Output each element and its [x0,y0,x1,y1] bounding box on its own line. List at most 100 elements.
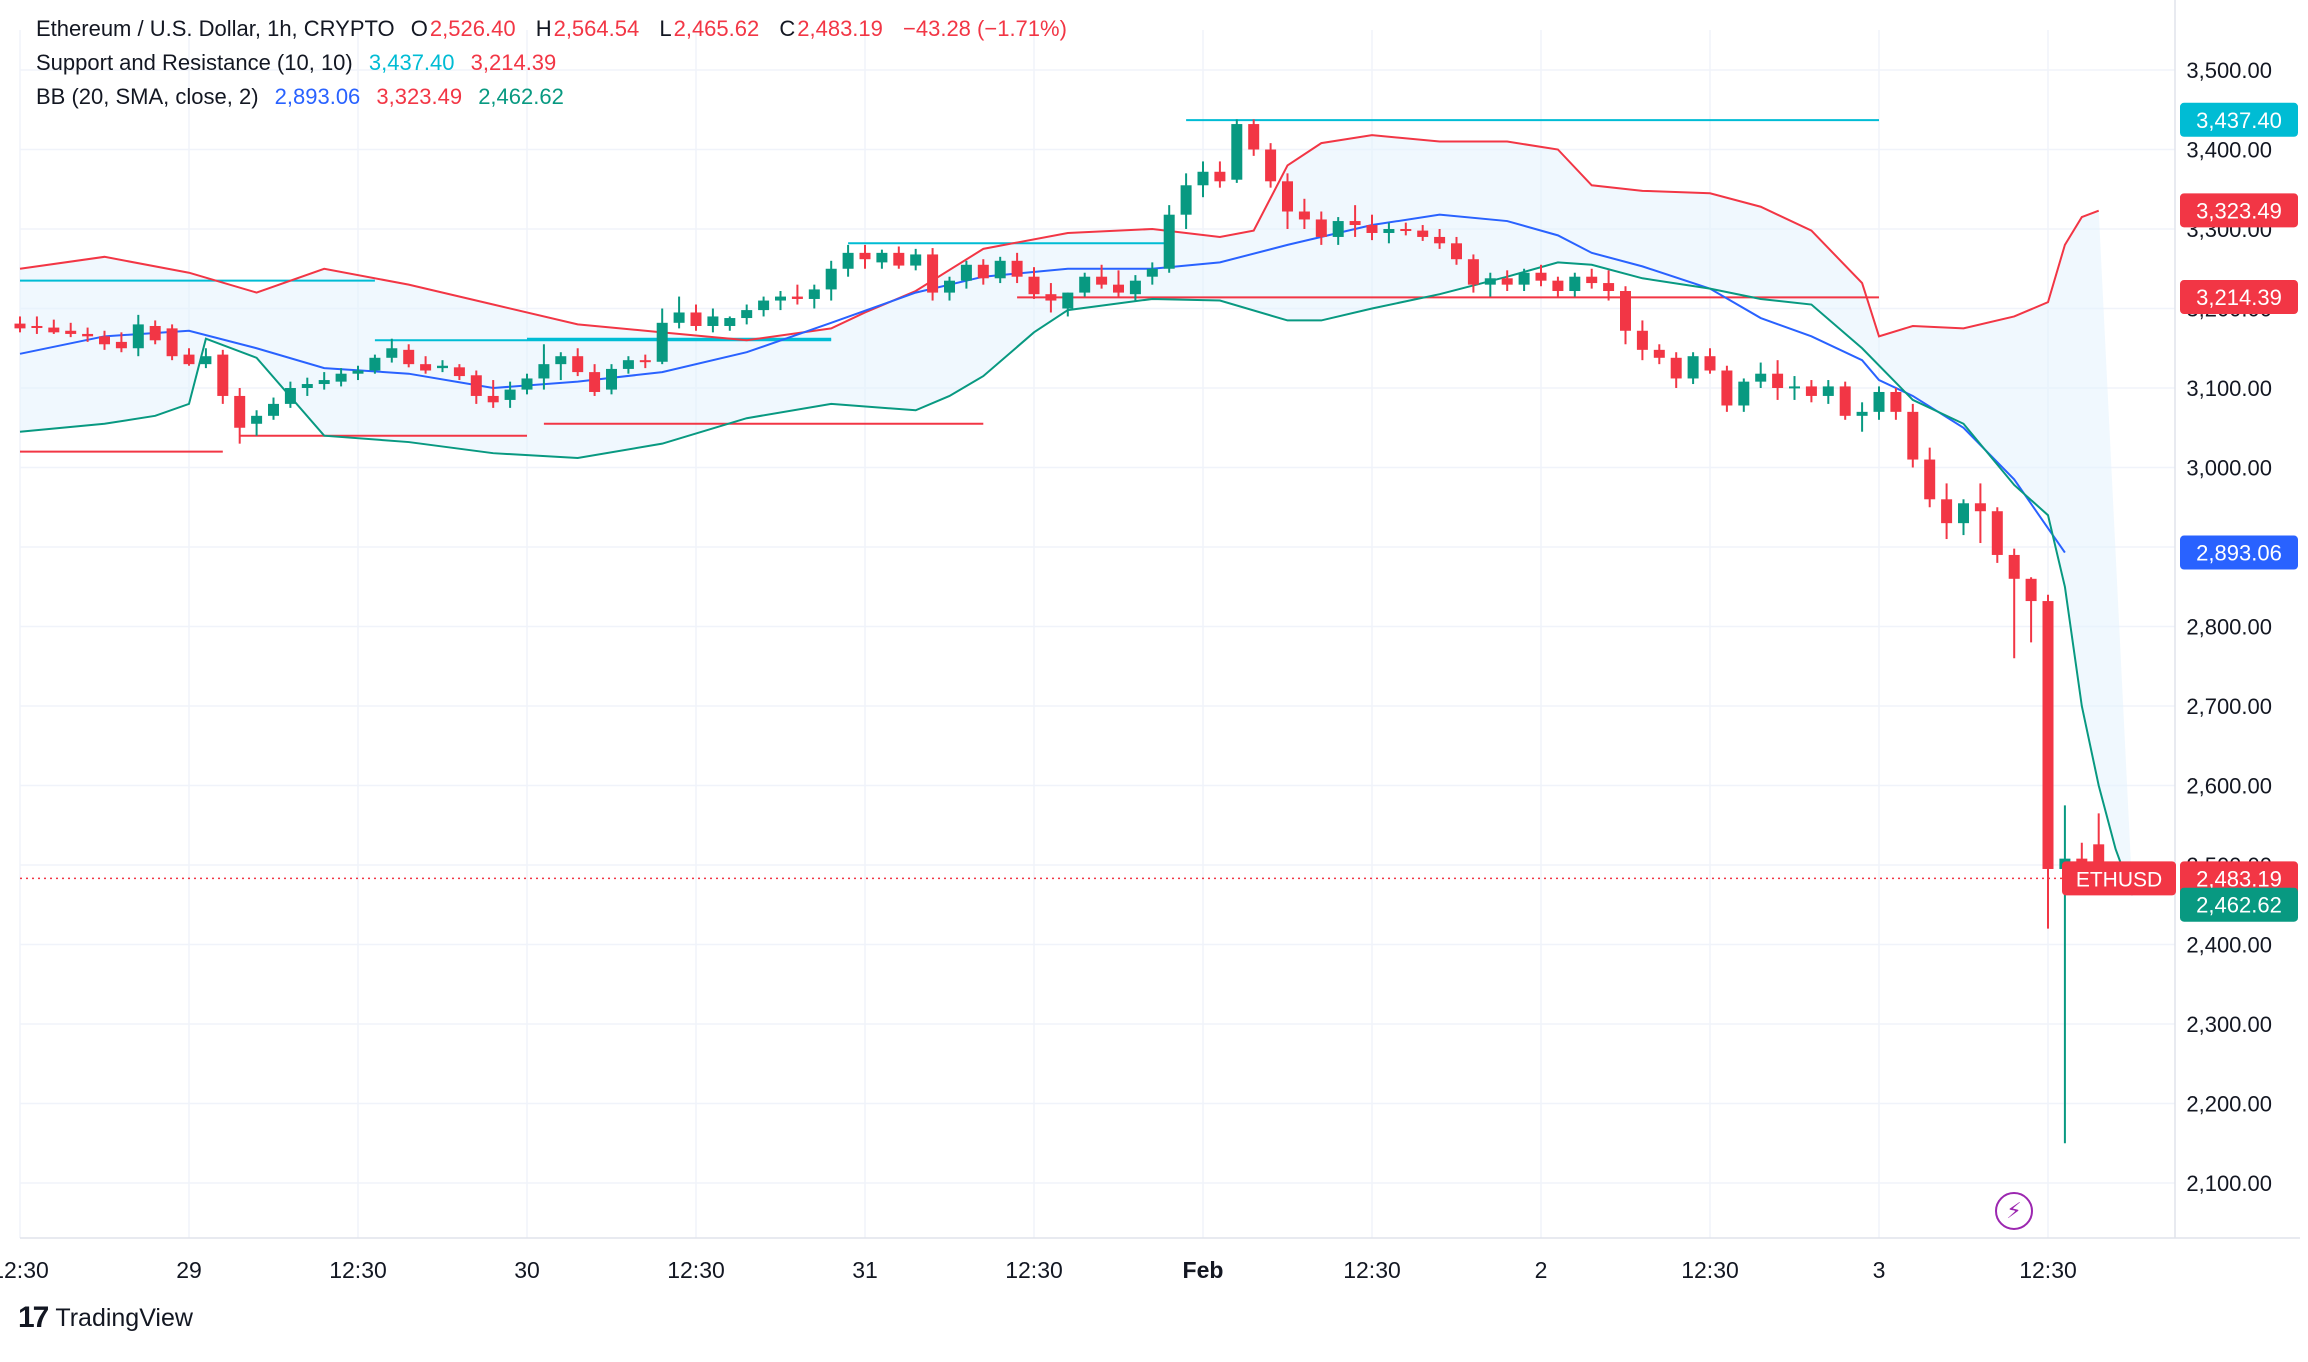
symbol-tag-label: ETHUSD [2076,868,2162,891]
bb-lower-value: 2,462.62 [478,84,564,109]
bollinger-band-lines [19,134,2134,896]
y-tick-label: 2,100.00 [2186,1171,2272,1196]
candle-body [301,384,313,388]
bollinger-band-fill [20,135,2133,896]
candle-body [1805,386,1817,396]
candle-body [1265,149,1277,182]
candle-body [1569,276,1581,292]
x-tick-label: 12:30 [329,1257,387,1283]
axis-badge-label: 3,437.40 [2196,108,2282,133]
close-label: C [779,16,796,41]
candle-body [335,373,347,382]
candle-body [1941,499,1953,524]
candle-body [910,254,922,266]
candle-body [1417,230,1429,237]
candle-body [1772,373,1784,388]
candle-body [352,370,364,374]
price-axis: 2,100.002,200.002,300.002,400.002,500.00… [2174,0,2272,1238]
x-tick-label: 2 [1535,1257,1548,1283]
candle-body [572,356,584,373]
candle-body [656,322,668,362]
candle-body [470,375,482,396]
sr-indicator-name[interactable]: Support and Resistance (10, 10) [36,50,353,75]
candle-body [791,296,803,299]
y-tick-label: 2,800.00 [2186,615,2272,640]
y-tick-label: 3,500.00 [2186,58,2272,83]
x-tick-label: 12:30 [1005,1257,1063,1283]
candle-body [724,318,736,326]
x-tick-label: 12:30 [667,1257,725,1283]
symbol-title[interactable]: Ethereum / U.S. Dollar, 1h, CRYPTO [36,16,395,41]
axis-badge-label: 2,483.19 [2196,866,2282,891]
candle-body [1129,280,1141,295]
candle-body [1958,503,1969,524]
candle-body [1248,124,1260,150]
candle-body [1721,370,1733,406]
candle-body [1180,185,1192,215]
candle-body [1822,386,1834,396]
candle-body [453,367,465,377]
candle-body [386,348,398,358]
chart-grid [19,30,2175,1238]
x-tick-label: 12:30 [0,1257,49,1283]
tradingview-wordmark: TradingView [55,1303,193,1332]
tradingview-logo-icon: 17 [18,1301,49,1334]
candle-body [977,264,989,279]
candle-body [606,368,617,390]
candle-body [758,300,770,311]
candle-body [1484,278,1496,285]
candle-body [183,354,195,365]
candle-body [1518,272,1530,285]
candle-body [1501,278,1513,285]
candle-body [893,252,905,266]
candle-body [1096,276,1108,285]
candle-body [808,289,820,299]
legend-row-symbol: Ethereum / U.S. Dollar, 1h, CRYPTO O2,52… [36,12,1077,46]
candle-body [1011,260,1023,277]
y-tick-label: 3,000.00 [2186,456,2272,481]
candle-body [1332,221,1344,237]
x-tick-label: Feb [1183,1257,1224,1283]
candle-body [1434,236,1446,244]
candle-body [2042,601,2054,869]
candle-body [1907,411,1919,460]
candle-body [504,389,516,400]
candle-body [1991,511,2003,555]
candle-body [707,316,719,326]
axis-badge-label: 2,462.62 [2196,893,2282,918]
candle-body [1636,330,1648,350]
candle-body [1552,280,1564,292]
change-value: −43.28 (−1.71%) [903,16,1067,41]
bb-fill-area [20,135,2133,896]
bb-indicator-name[interactable]: BB (20, SMA, close, 2) [36,84,259,109]
candle-body [234,395,246,428]
price-axis-badges: 3,437.40 3,323.49 3,214.39 2,893.06 2,483.19… [2062,102,2298,922]
candle-body [1653,349,1665,358]
candle-body [318,380,330,385]
open-value: 2,526.40 [429,16,516,41]
candle-body [487,395,499,403]
bb-lower-line [19,261,2134,896]
open-label: O [410,16,428,41]
candle-body [521,378,533,390]
low-label: L [659,16,672,41]
candle-body [31,325,43,328]
tradingview-branding[interactable]: 17 TradingView [18,1298,193,1338]
y-tick-label: 2,300.00 [2186,1012,2272,1037]
lightning-icon[interactable]: ⚡ [1995,1192,2033,1230]
candle-body [1315,219,1327,237]
candle-body [589,372,601,392]
candle-body [944,280,955,293]
candle-body [48,327,60,333]
candle-body [1873,391,1885,412]
candle-body [1366,225,1378,233]
candle-body [1670,357,1682,379]
y-tick-label: 2,400.00 [2186,933,2272,958]
sr-support-value: 3,214.39 [470,50,557,75]
candle-body [1467,259,1479,285]
x-tick-label: 3 [1873,1257,1886,1283]
axis-badge-label: 3,214.39 [2196,285,2282,310]
candle-body [132,324,144,349]
candle-body [1298,211,1310,220]
